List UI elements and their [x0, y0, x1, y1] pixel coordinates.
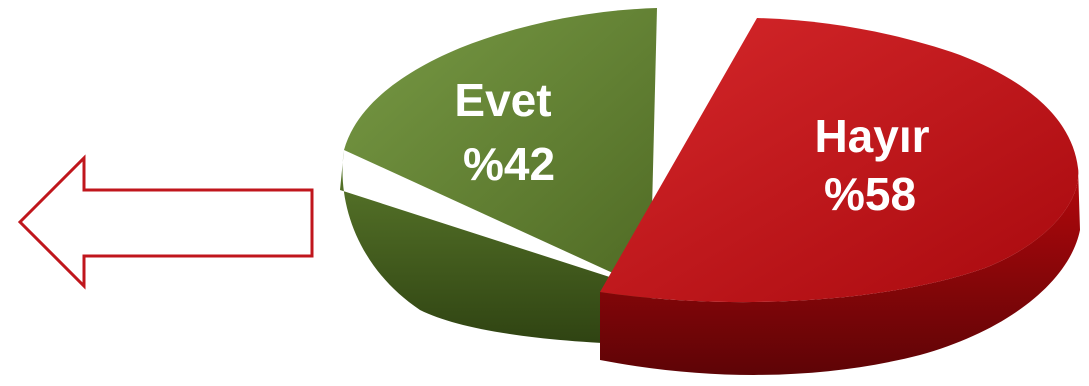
pie-slice-evet-side — [340, 150, 650, 345]
pie-slice-evet: Evet %42 — [340, 8, 657, 345]
slice-label-hayir: Hayır — [814, 110, 929, 162]
pie-slice-hayir: Hayır %58 — [600, 18, 1080, 375]
slice-value-hayir: %58 — [824, 168, 916, 220]
pie-slice-hayir-side — [600, 168, 1080, 375]
pie-slice-evet-top — [344, 8, 657, 290]
slice-value-evet: %42 — [463, 138, 555, 190]
pie-slice-hayir-top — [600, 18, 1079, 303]
slice-label-evet: Evet — [454, 74, 551, 126]
left-arrow-icon — [17, 154, 314, 290]
